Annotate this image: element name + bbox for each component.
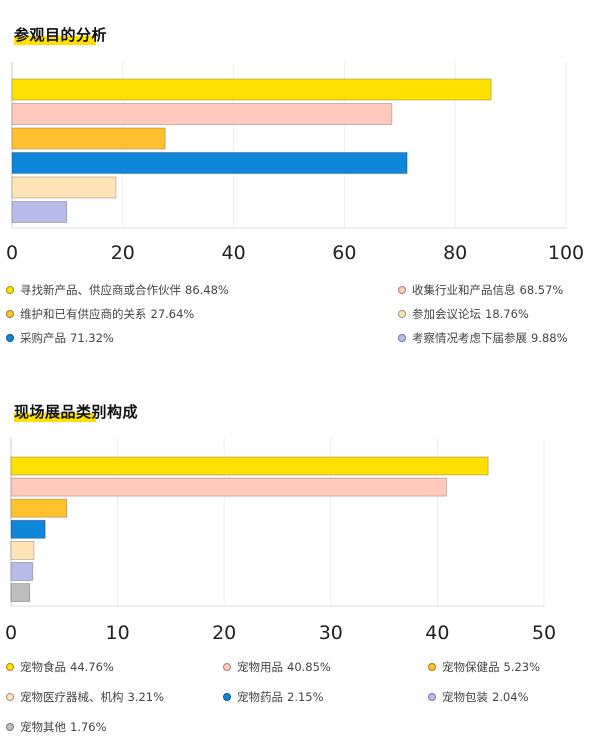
x-tick-label: 40 — [425, 622, 449, 644]
bar-3 — [10, 498, 68, 518]
legend-value: 71.32% — [70, 331, 114, 345]
legend-label: 参加会议论坛 — [412, 307, 481, 321]
x-tick-label: 60 — [332, 242, 356, 264]
x-tick-label: 30 — [319, 622, 343, 644]
legend-swatch — [6, 663, 14, 671]
legend-label: 宠物药品 — [237, 690, 283, 704]
x-tick-label: 20 — [212, 622, 236, 644]
legend-value: 3.21% — [127, 690, 165, 704]
legend-swatch — [223, 693, 231, 701]
bar-1 — [11, 78, 492, 101]
bar-5 — [11, 176, 117, 199]
bar-2 — [10, 477, 447, 497]
x-tick-label: 50 — [532, 622, 556, 644]
legend-item: 维护和已有供应商的关系 27.64% — [6, 306, 194, 322]
legend-item: 宠物保健品 5.23% — [428, 659, 540, 675]
legend-swatch — [398, 310, 406, 318]
legend-item: 收集行业和产品信息 68.57% — [398, 282, 563, 298]
chart2-title: 现场展品类别构成 — [14, 403, 139, 421]
legend-label: 维护和已有供应商的关系 — [20, 307, 147, 321]
legend-swatch — [428, 663, 436, 671]
x-tick-label: 10 — [106, 622, 130, 644]
legend-swatch — [398, 286, 406, 294]
legend-swatch — [6, 334, 14, 342]
legend-item: 宠物包装 2.04% — [428, 689, 529, 705]
x-tick-label: 0 — [5, 622, 17, 644]
x-tick-label: 80 — [443, 242, 467, 264]
legend-swatch — [223, 663, 231, 671]
x-tick-label: 20 — [111, 242, 135, 264]
bar-3 — [11, 127, 166, 150]
legend-value: 40.85% — [287, 660, 331, 674]
legend-value: 9.88% — [531, 331, 568, 345]
legend-label: 宠物医疗器械、机构 — [20, 690, 124, 704]
x-tick-label: 40 — [222, 242, 246, 264]
bar-6 — [10, 562, 34, 581]
legend-label: 宠物保健品 — [442, 660, 500, 674]
chart1-svg: 0 20 40 60 80 100 — [6, 62, 584, 264]
legend-label: 收集行业和产品信息 — [412, 283, 516, 297]
legend-swatch — [398, 334, 406, 342]
legend-value: 2.15% — [287, 690, 324, 704]
legend-item: 宠物医疗器械、机构 3.21% — [6, 689, 164, 705]
legend-value: 68.57% — [519, 283, 564, 297]
chart1-title: 参观目的分析 — [14, 26, 108, 44]
legend-swatch — [6, 723, 14, 731]
legend-label: 宠物包装 — [442, 690, 488, 704]
legend-item: 宠物其他 1.76% — [6, 719, 107, 735]
legend-swatch — [6, 693, 14, 701]
legend-swatch — [6, 286, 14, 294]
legend-item: 采购产品 71.32% — [6, 330, 114, 346]
legend-label: 采购产品 — [20, 331, 66, 345]
legend-value: 2.04% — [492, 690, 529, 704]
legend-label: 寻找新产品、供应商或合作伙伴 — [20, 283, 181, 297]
legend-item: 宠物用品 40.85% — [223, 659, 331, 675]
chart1-title-block: 参观目的分析 — [14, 24, 107, 46]
legend-label: 宠物用品 — [237, 660, 283, 674]
bar-4 — [11, 152, 408, 174]
chart2-svg: 0 10 20 30 40 50 — [5, 438, 556, 644]
bar-2 — [11, 103, 393, 125]
legend-label: 宠物食品 — [20, 660, 66, 674]
legend-value: 27.64% — [150, 307, 195, 321]
legend-value: 1.76% — [70, 720, 107, 734]
legend-value: 18.76% — [485, 307, 529, 321]
legend-item: 宠物药品 2.15% — [223, 689, 324, 705]
legend-swatch — [6, 310, 14, 318]
legend-label: 考察情况考虑下届参展 — [412, 331, 527, 345]
legend-item: 参加会议论坛 18.76% — [398, 306, 529, 322]
x-tick-label: 100 — [548, 242, 584, 264]
legend-item: 考察情况考虑下届参展 9.88% — [398, 330, 568, 346]
bar-7 — [10, 583, 31, 603]
bar-6 — [11, 201, 68, 223]
legend-value: 5.23% — [503, 660, 541, 674]
bar-5 — [10, 541, 35, 560]
legend-label: 宠物其他 — [20, 720, 66, 734]
legend-swatch — [428, 693, 436, 701]
title-highlight — [14, 413, 96, 422]
legend-item: 宠物食品 44.76% — [6, 659, 114, 675]
title-highlight — [14, 36, 96, 45]
legend-value: 86.48% — [185, 283, 229, 297]
legend-value: 44.76% — [70, 660, 114, 674]
bar-1 — [10, 456, 489, 476]
bar-4 — [10, 519, 46, 539]
chart2-title-block: 现场展品类别构成 — [14, 401, 138, 423]
legend-item: 寻找新产品、供应商或合作伙伴 86.48% — [6, 282, 229, 298]
x-tick-label: 0 — [6, 242, 18, 264]
